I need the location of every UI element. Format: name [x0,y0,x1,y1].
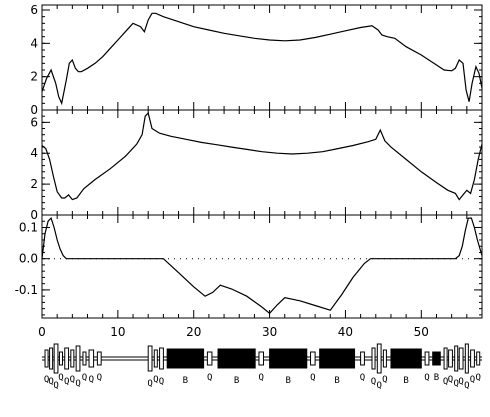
series-line [41,111,483,201]
quadrupole-magnet [454,345,459,372]
plot-frame [41,4,483,111]
quadrupole-magnet [53,343,59,374]
y-tick-label: -0.1 [15,283,38,297]
quadrupole-magnet [424,351,430,366]
y-tick-label: 4 [30,146,38,160]
element-label: Q [153,375,158,385]
beta-y-panel: 0 2 4 6 [30,109,483,222]
x-tick-label: 10 [110,325,125,339]
quadrupole-magnet [206,351,213,366]
quadrupole-magnet [470,349,475,368]
quadrupole-magnet [82,351,87,366]
element-label: Q [371,377,376,387]
x-axis-tick-labels: 0 10 20 30 40 50 [38,325,429,339]
element-label: Q [89,375,94,385]
element-label: B [403,376,408,386]
plot-frame [41,214,483,319]
dipole-magnet [319,348,356,369]
element-label: Q [376,381,381,391]
element-label: Q [458,377,463,387]
y-tick-label: 2 [30,177,38,191]
y-tick-label: 0 [30,103,38,117]
quadrupole-magnet [310,351,316,366]
dipole-magnet [217,348,256,369]
plot-frame [41,109,483,216]
series-line [41,12,483,106]
element-label: Q [48,377,53,387]
element-label: Q [464,381,469,391]
quadrupole-magnet [49,347,54,370]
series-line [41,216,483,315]
element-label: Q [470,375,475,385]
element-label: Q [207,373,212,383]
dipole-magnet [390,348,422,369]
lattice-layout: Q Q QQ Q Q QQ Q QQ Q Q B Q B Q B Q B Q Q QQ B Q B Q Q Q Q QQ Q [42,343,482,391]
element-label: Q [475,373,480,383]
dispersion-panel: 0.1 0.0 -0.1 [15,214,483,319]
y-tick-label: 4 [30,36,38,50]
quadrupole-magnet [448,349,453,368]
quadrupole-magnet [58,351,63,366]
element-label: Q [382,375,387,385]
element-label: Q [360,373,365,383]
element-label: B [183,376,188,386]
quadrupole-magnet [458,347,464,370]
quadrupole-magnet [371,347,376,370]
beta-x-panel: 0 2 4 6 [30,3,483,117]
y-tick-label: 6 [30,115,38,129]
quadrupole-magnet [96,351,102,366]
quadrupole-magnet [159,347,164,370]
x-tick-label: 20 [186,325,201,339]
element-label: Q [448,375,453,385]
x-tick-label: 50 [414,325,429,339]
element-label: Q [443,377,448,387]
quadrupole-magnet [147,345,153,372]
quadrupole-magnet [75,345,81,372]
element-label: Q [97,373,102,383]
dipole-magnet [432,351,441,366]
quadrupole-magnet [258,351,265,366]
element-label: Q [64,377,69,387]
quadrupole-magnet [376,343,382,374]
quadrupole-magnet [64,347,70,370]
element-label: Q [70,375,75,385]
y-tick-label: 0.0 [19,252,38,266]
y-tick-label: 0.1 [19,220,38,234]
element-label: Q [44,375,49,385]
element-label: Q [82,373,87,383]
quadrupole-magnet [153,349,158,368]
element-label: Q [424,373,429,383]
element-label: B [434,373,439,383]
element-label: Q [453,379,458,389]
element-label: B [234,376,239,386]
element-label: Q [53,381,58,391]
element-label: B [285,376,290,386]
x-tick-label: 40 [338,325,353,339]
quadrupole-magnet [360,351,365,366]
quadrupole-magnet [443,347,448,370]
y-tick-label: 6 [30,3,38,17]
quadrupole-magnet [382,349,387,368]
y-tick-label: 0 [30,208,38,222]
element-label: Q [58,373,63,383]
dipole-magnet [269,348,308,369]
y-tick-label: 2 [30,70,38,84]
quadrupole-magnet [44,349,49,368]
element-label: Q [75,379,80,389]
quadrupole-magnet [464,343,469,374]
quadrupole-magnet [70,349,75,368]
element-label: Q [147,379,152,389]
x-tick-label: 30 [262,325,277,339]
dipole-magnet [166,348,205,369]
quadrupole-magnet [476,351,481,366]
element-label: Q [310,373,315,383]
element-label: B [334,376,339,386]
x-tick-label: 0 [38,325,46,339]
quadrupole-magnet [88,349,95,368]
element-label: Q [159,377,164,387]
element-label: Q [259,373,264,383]
